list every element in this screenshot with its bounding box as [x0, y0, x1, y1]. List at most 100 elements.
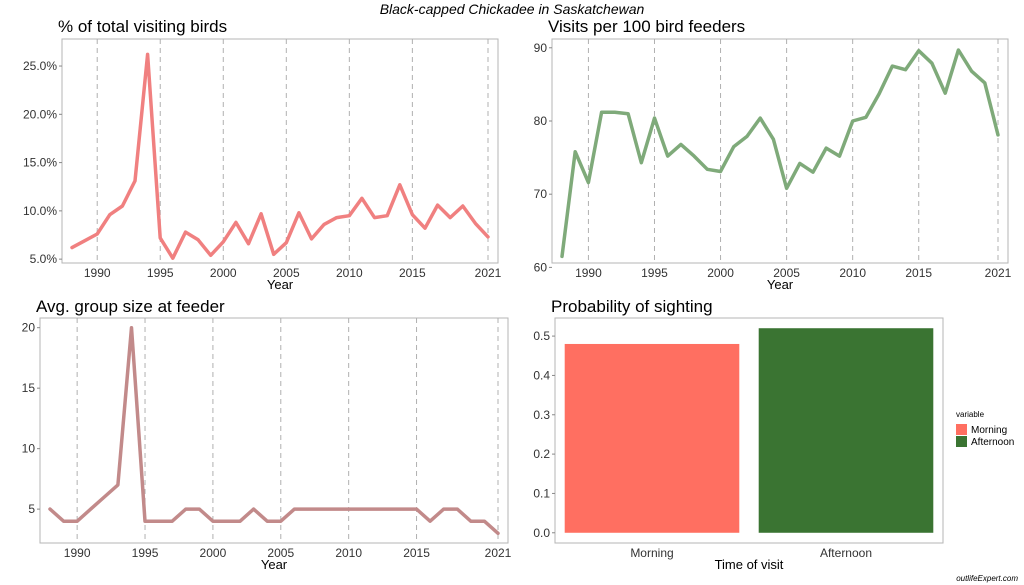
data-point [103, 495, 106, 499]
data-point [62, 520, 65, 523]
y-tick-label: 10.0% [23, 204, 57, 218]
panels: % of total visiting birds 1990 1995 2000 200… [22, 17, 1012, 572]
x-tick-label: 2021 [485, 546, 512, 560]
data-point [496, 532, 500, 535]
data-point [116, 483, 120, 487]
data-point [130, 326, 133, 329]
data-point [159, 236, 162, 240]
x-axis-label: Time of visit [715, 557, 784, 572]
x-tick-label: 1990 [575, 266, 602, 280]
panel-title: % of total visiting birds [58, 17, 227, 36]
legend-label: Afternoon [971, 437, 1014, 448]
series-line [560, 48, 1000, 259]
x-tick-label: 2000 [707, 266, 734, 280]
data-point [423, 227, 427, 230]
data-point [96, 232, 99, 236]
data-point [171, 256, 175, 260]
x-tick-label: Afternoon [820, 546, 872, 560]
x-tick-label: 2005 [273, 266, 300, 280]
panel-4: Probability of sighting 0.0 0.1 0.2 0.3 0.4 0.… [533, 297, 944, 572]
panel-title: Visits per 100 bird feeders [548, 17, 745, 36]
data-point [957, 48, 960, 52]
data-point [347, 507, 350, 511]
data-point [83, 239, 86, 242]
panel-title: Avg. group size at feeder [36, 297, 225, 316]
data-point [333, 507, 337, 511]
data-point [75, 520, 79, 523]
data-point [279, 520, 282, 523]
x-tick-label: 2005 [773, 266, 800, 280]
data-point [272, 253, 275, 256]
data-point [461, 204, 464, 208]
data-point [184, 507, 187, 511]
data-point [196, 238, 200, 242]
y-tick-label: 0.3 [533, 408, 550, 422]
data-point [398, 183, 401, 186]
data-point [428, 520, 432, 523]
data-point [238, 520, 242, 523]
data-point [930, 61, 934, 65]
data-point [798, 162, 802, 165]
data-point [745, 135, 749, 138]
data-point [706, 168, 709, 171]
x-tick-label: 1995 [641, 266, 668, 280]
data-point [692, 154, 696, 158]
data-point [133, 179, 137, 183]
series-line [48, 325, 500, 536]
data-point [388, 507, 391, 511]
bar-afternoon [758, 328, 934, 533]
data-point [456, 507, 459, 511]
data-point [442, 507, 445, 511]
data-point [415, 507, 418, 511]
data-point [157, 520, 160, 523]
data-point [666, 154, 669, 158]
x-tick-label: 1995 [132, 546, 159, 560]
y-tick-label: 15.0% [23, 156, 57, 170]
x-tick-label: 2010 [336, 266, 363, 280]
y-tick-label: 10 [22, 442, 36, 456]
y-tick-label: 5.0% [30, 252, 58, 266]
data-point [322, 223, 326, 226]
legend-swatch [956, 424, 967, 435]
legend-title: variable [956, 410, 985, 419]
x-tick-label: 2015 [403, 546, 430, 560]
data-point [474, 222, 477, 225]
data-point [613, 111, 617, 114]
x-tick-label: 1990 [64, 546, 91, 560]
x-tick-label: 2000 [200, 546, 227, 560]
data-point [211, 520, 215, 523]
data-point [785, 187, 788, 190]
data-point [772, 138, 775, 141]
y-tick-label: 25.0% [23, 59, 57, 73]
data-point [758, 116, 762, 120]
x-tick-label: Morning [630, 546, 673, 560]
x-tick-label: 1995 [147, 266, 174, 280]
data-point [469, 520, 473, 523]
data-point [222, 240, 225, 243]
data-point [486, 235, 490, 239]
data-point [374, 507, 378, 511]
data-point [70, 246, 74, 249]
data-point [864, 116, 868, 119]
data-point [320, 507, 323, 511]
data-point [293, 507, 296, 511]
data-point [719, 170, 722, 173]
data-point [385, 214, 389, 217]
data-point [653, 116, 656, 120]
x-tick-label: 2000 [210, 266, 237, 280]
data-point [943, 91, 947, 95]
y-tick-label: 15 [22, 381, 36, 395]
data-point [285, 241, 288, 244]
data-point [996, 133, 1000, 137]
y-tick-label: 0.1 [533, 486, 550, 500]
legend-swatch [956, 436, 967, 447]
data-point [904, 68, 907, 71]
legend-label: Morning [971, 425, 1007, 436]
data-point [560, 255, 564, 258]
panel-2: Visits per 100 bird feeders 1990 1995 2000 2… [534, 17, 1012, 292]
data-point [917, 49, 920, 52]
data-point [234, 221, 238, 224]
data-point [877, 92, 881, 96]
data-point [626, 112, 630, 115]
